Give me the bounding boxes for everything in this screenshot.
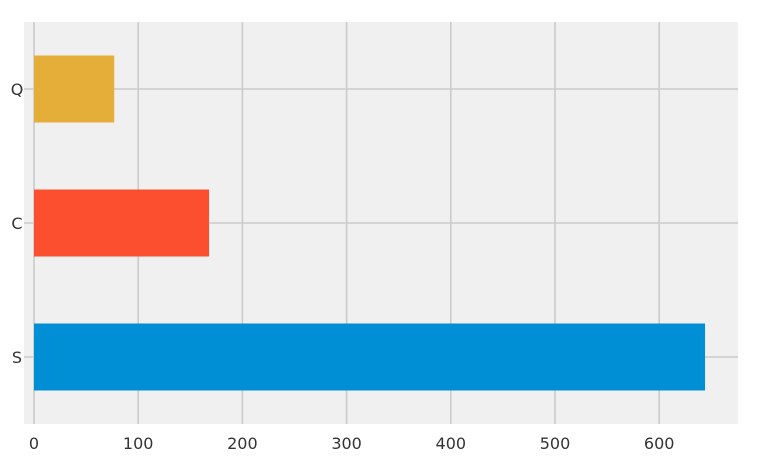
bar-c xyxy=(34,189,210,257)
x-tick-label: 400 xyxy=(436,434,467,453)
y-tick-label: C xyxy=(11,214,22,233)
x-axis-tick-labels: 0 100 200 300 400 500 600 xyxy=(29,434,675,453)
x-tick-label: 500 xyxy=(540,434,571,453)
x-tick-label: 200 xyxy=(227,434,258,453)
x-tick-label: 600 xyxy=(644,434,675,453)
bars xyxy=(34,55,706,391)
x-tick-label: 0 xyxy=(29,434,39,453)
y-tick-label: Q xyxy=(11,80,24,99)
y-axis-tick-labels: S C Q xyxy=(11,80,24,367)
y-tick-label: S xyxy=(12,348,22,367)
bar-s xyxy=(34,323,706,391)
x-tick-label: 300 xyxy=(331,434,362,453)
bar-q xyxy=(34,55,115,123)
x-tick-label: 100 xyxy=(123,434,154,453)
